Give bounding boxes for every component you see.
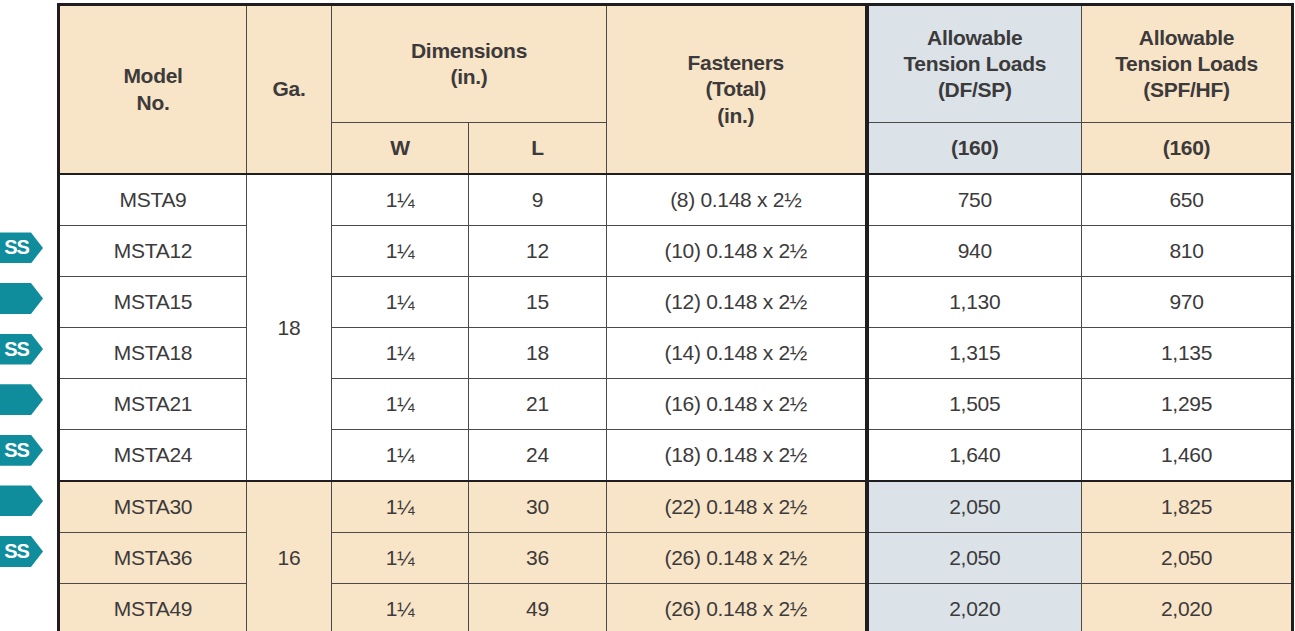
header-ga: Ga. <box>247 5 332 175</box>
cell-w: 1¼ <box>332 328 469 379</box>
table-row: MSTA12 1¼ 12 (10) 0.148 x 2½ 940 810 <box>59 226 1293 277</box>
cell-ga: 16 <box>247 481 332 631</box>
cell-df-sp: 750 <box>867 174 1082 226</box>
cell-df-sp: 2,050 <box>867 533 1082 584</box>
cell-model: MSTA18 <box>59 328 247 379</box>
table-row: MSTA36 1¼ 36 (26) 0.148 x 2½ 2,050 2,050 <box>59 533 1293 584</box>
arrow-badge-icon <box>0 384 43 415</box>
header-dimensions: Dimensions (in.) <box>332 5 607 123</box>
cell-model: MSTA30 <box>59 481 247 533</box>
badge-label: SS <box>0 334 33 365</box>
cell-model: MSTA21 <box>59 379 247 430</box>
ss-badge-icon: SS <box>0 435 43 466</box>
table-row: MSTA15 1¼ 15 (12) 0.148 x 2½ 1,130 970 <box>59 277 1293 328</box>
cell-l: 21 <box>469 379 607 430</box>
badge-label: SS <box>0 232 33 263</box>
cell-w: 1¼ <box>332 277 469 328</box>
cell-df-sp: 2,050 <box>867 481 1082 533</box>
cell-l: 9 <box>469 174 607 226</box>
cell-w: 1¼ <box>332 226 469 277</box>
table-row: MSTA24 1¼ 24 (18) 0.148 x 2½ 1,640 1,460 <box>59 430 1293 482</box>
cell-fasteners: (26) 0.148 x 2½ <box>607 533 867 584</box>
header-spf-hf-160: (160) <box>1082 123 1293 175</box>
header-w: W <box>332 123 469 175</box>
cell-fasteners: (10) 0.148 x 2½ <box>607 226 867 277</box>
cell-df-sp: 1,315 <box>867 328 1082 379</box>
cell-model: MSTA12 <box>59 226 247 277</box>
cell-model: MSTA9 <box>59 174 247 226</box>
cell-spf-hf: 970 <box>1082 277 1293 328</box>
cell-df-sp: 1,505 <box>867 379 1082 430</box>
cell-fasteners: (14) 0.148 x 2½ <box>607 328 867 379</box>
load-table: Model No. Ga. Dimensions (in.) Fasteners… <box>57 3 1294 631</box>
header-fasteners: Fasteners (Total) (in.) <box>607 5 867 175</box>
cell-spf-hf: 1,135 <box>1082 328 1293 379</box>
cell-df-sp: 940 <box>867 226 1082 277</box>
header-df-sp: Allowable Tension Loads (DF/SP) <box>867 5 1082 123</box>
cell-model: MSTA15 <box>59 277 247 328</box>
cell-l: 18 <box>469 328 607 379</box>
page-canvas: Model No. Ga. Dimensions (in.) Fasteners… <box>0 0 1295 631</box>
cell-spf-hf: 1,825 <box>1082 481 1293 533</box>
cell-fasteners: (26) 0.148 x 2½ <box>607 584 867 631</box>
table-row: MSTA9 18 1¼ 9 (8) 0.148 x 2½ 750 650 <box>59 174 1293 226</box>
cell-spf-hf: 810 <box>1082 226 1293 277</box>
cell-fasteners: (8) 0.148 x 2½ <box>607 174 867 226</box>
cell-l: 24 <box>469 430 607 482</box>
cell-w: 1¼ <box>332 584 469 631</box>
table-row: MSTA18 1¼ 18 (14) 0.148 x 2½ 1,315 1,135 <box>59 328 1293 379</box>
cell-df-sp: 1,640 <box>867 430 1082 482</box>
arrow-badge-icon <box>0 485 43 516</box>
header-model-no: Model No. <box>59 5 247 175</box>
table-row: MSTA30 16 1¼ 30 (22) 0.148 x 2½ 2,050 1,… <box>59 481 1293 533</box>
cell-fasteners: (12) 0.148 x 2½ <box>607 277 867 328</box>
cell-fasteners: (18) 0.148 x 2½ <box>607 430 867 482</box>
header-df-sp-160: (160) <box>867 123 1082 175</box>
cell-w: 1¼ <box>332 379 469 430</box>
cell-df-sp: 1,130 <box>867 277 1082 328</box>
cell-spf-hf: 1,460 <box>1082 430 1293 482</box>
cell-ga: 18 <box>247 174 332 481</box>
cell-l: 12 <box>469 226 607 277</box>
cell-w: 1¼ <box>332 533 469 584</box>
table-row: MSTA49 1¼ 49 (26) 0.148 x 2½ 2,020 2,020 <box>59 584 1293 631</box>
table-body: MSTA9 18 1¼ 9 (8) 0.148 x 2½ 750 650 MST… <box>59 174 1293 631</box>
ss-badge-icon: SS <box>0 536 43 567</box>
table-header: Model No. Ga. Dimensions (in.) Fasteners… <box>59 5 1293 175</box>
cell-l: 36 <box>469 533 607 584</box>
cell-df-sp: 2,020 <box>867 584 1082 631</box>
cell-l: 15 <box>469 277 607 328</box>
cell-model: MSTA36 <box>59 533 247 584</box>
cell-spf-hf: 1,295 <box>1082 379 1293 430</box>
cell-fasteners: (16) 0.148 x 2½ <box>607 379 867 430</box>
cell-w: 1¼ <box>332 430 469 482</box>
arrow-badge-icon <box>0 283 43 314</box>
cell-w: 1¼ <box>332 174 469 226</box>
cell-l: 30 <box>469 481 607 533</box>
header-spf-hf: Allowable Tension Loads (SPF/HF) <box>1082 5 1293 123</box>
cell-spf-hf: 2,050 <box>1082 533 1293 584</box>
cell-model: MSTA24 <box>59 430 247 482</box>
cell-w: 1¼ <box>332 481 469 533</box>
header-l: L <box>469 123 607 175</box>
cell-spf-hf: 2,020 <box>1082 584 1293 631</box>
cell-spf-hf: 650 <box>1082 174 1293 226</box>
ss-badge-icon: SS <box>0 232 43 263</box>
badge-label: SS <box>0 536 33 567</box>
cell-l: 49 <box>469 584 607 631</box>
badge-label: SS <box>0 435 33 466</box>
table-row: MSTA21 1¼ 21 (16) 0.148 x 2½ 1,505 1,295 <box>59 379 1293 430</box>
ss-badge-icon: SS <box>0 334 43 365</box>
cell-model: MSTA49 <box>59 584 247 631</box>
cell-fasteners: (22) 0.148 x 2½ <box>607 481 867 533</box>
